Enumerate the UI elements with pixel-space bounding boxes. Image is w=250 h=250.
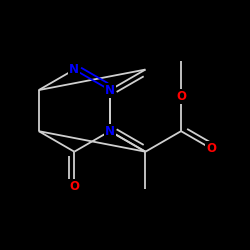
Text: O: O — [206, 142, 216, 155]
Text: O: O — [69, 180, 79, 193]
Text: N: N — [105, 125, 115, 138]
Text: O: O — [176, 90, 186, 103]
Text: N: N — [69, 63, 79, 76]
Text: N: N — [105, 84, 115, 96]
